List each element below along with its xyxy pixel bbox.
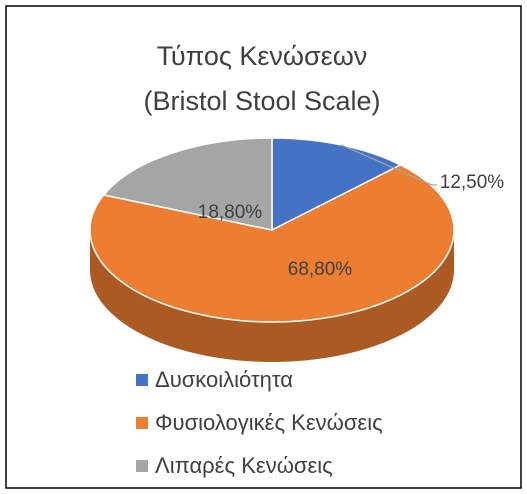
pie-slice [89,164,455,323]
data-label: 12,50% [440,172,505,193]
leader-line [341,144,437,186]
data-label: 68,80% [288,259,353,280]
pie-slice [271,137,403,232]
chart-title: Τύπος Κενώσεων [157,41,368,71]
legend-label: Δυσκοιλιότητα [155,367,293,392]
legend-swatch [136,460,148,472]
legend-label: Φυσιολογικές Κενώσεις [155,410,383,435]
chart-title: (Bristol Stool Scale) [143,86,380,116]
legend-swatch [136,374,148,386]
data-label: 18,80% [198,202,263,223]
pie-slice-side [90,230,454,362]
legend-swatch [136,417,148,429]
pie-slice [102,137,273,231]
legend-label: Λιπαρές Κενώσεις [155,453,333,478]
